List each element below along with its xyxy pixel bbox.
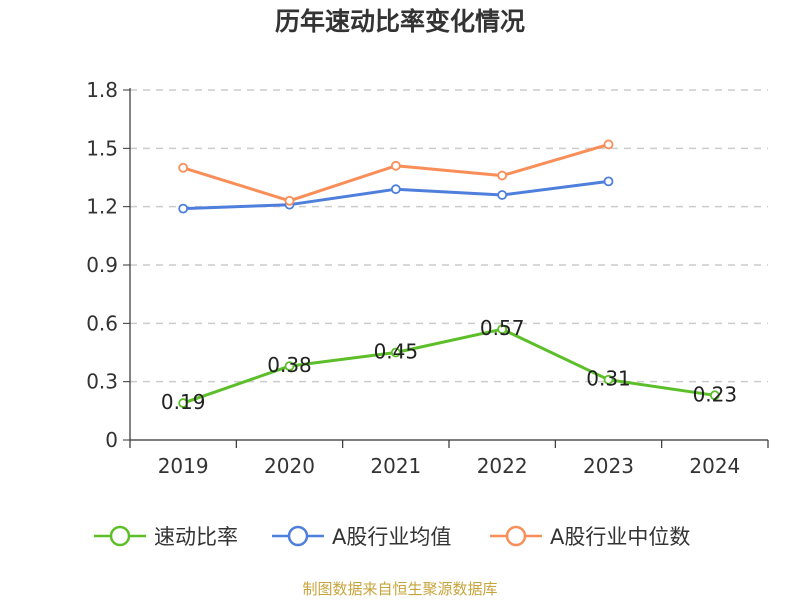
legend-item-series-3[interactable]: A股行业中位数 [488,516,690,556]
data-point [390,347,401,358]
data-point [178,203,189,214]
data-point [497,324,508,335]
series-lines [178,139,720,408]
data-point [603,374,614,385]
data-label: 0.45 [374,340,419,364]
data-point [709,390,720,401]
data-label: 0.57 [480,316,525,340]
data-label: 0.23 [693,382,738,406]
legend-label: A股行业中位数 [550,525,691,549]
legend: 速动比率 A股行业均值 A股行业中位数 [0,516,800,556]
grid-lines [130,89,768,383]
data-labels: 0.19 0.38 0.45 0.57 0.31 0.23 [161,316,737,414]
data-point [603,139,614,150]
legend-item-series-2[interactable]: A股行业均值 [270,516,451,556]
y-tick-label: 0.9 [86,253,118,277]
y-tick-label: 1.2 [86,195,118,219]
data-point [390,160,401,171]
data-point [497,190,508,200]
data-point [178,398,189,408]
legend-marker-icon [94,525,146,547]
y-tick-label: 1.5 [86,136,118,160]
data-point [178,162,189,173]
data-label: 0.38 [267,353,312,377]
data-label: 0.19 [161,390,206,414]
legend-label: 速动比率 [154,525,238,549]
legend-marker-icon [490,525,542,547]
x-tick-label: 2024 [689,454,740,478]
x-tick-label: 2019 [158,454,209,478]
y-tick-label: 0 [105,428,118,452]
series-line [182,327,716,405]
legend-marker-icon [272,525,324,547]
data-point [284,361,295,372]
x-tick-label: 2023 [583,454,634,478]
data-point [497,170,508,181]
x-tick-label: 2020 [264,454,315,478]
y-tick-label: 1.8 [86,78,118,102]
legend-label: A股行业均值 [332,525,452,549]
source-note: 制图数据来自恒生聚源数据库 [302,580,498,598]
x-tick-label: 2021 [370,454,421,478]
data-point [603,176,614,187]
data-point [284,195,295,206]
y-tick-label: 0.3 [86,370,118,394]
x-tick-label: 2022 [477,454,528,478]
axes: 0 0.3 0.6 0.9 1.2 1.5 1.8 2019 2020 2021 2022 2023 2… [86,78,769,478]
y-tick-label: 0.6 [86,311,118,335]
legend-item-series-1[interactable]: 速动比率 [92,516,238,556]
data-point [390,184,401,195]
chart-title: 历年速动比率变化情况 [274,7,525,36]
data-label: 0.31 [586,367,631,391]
